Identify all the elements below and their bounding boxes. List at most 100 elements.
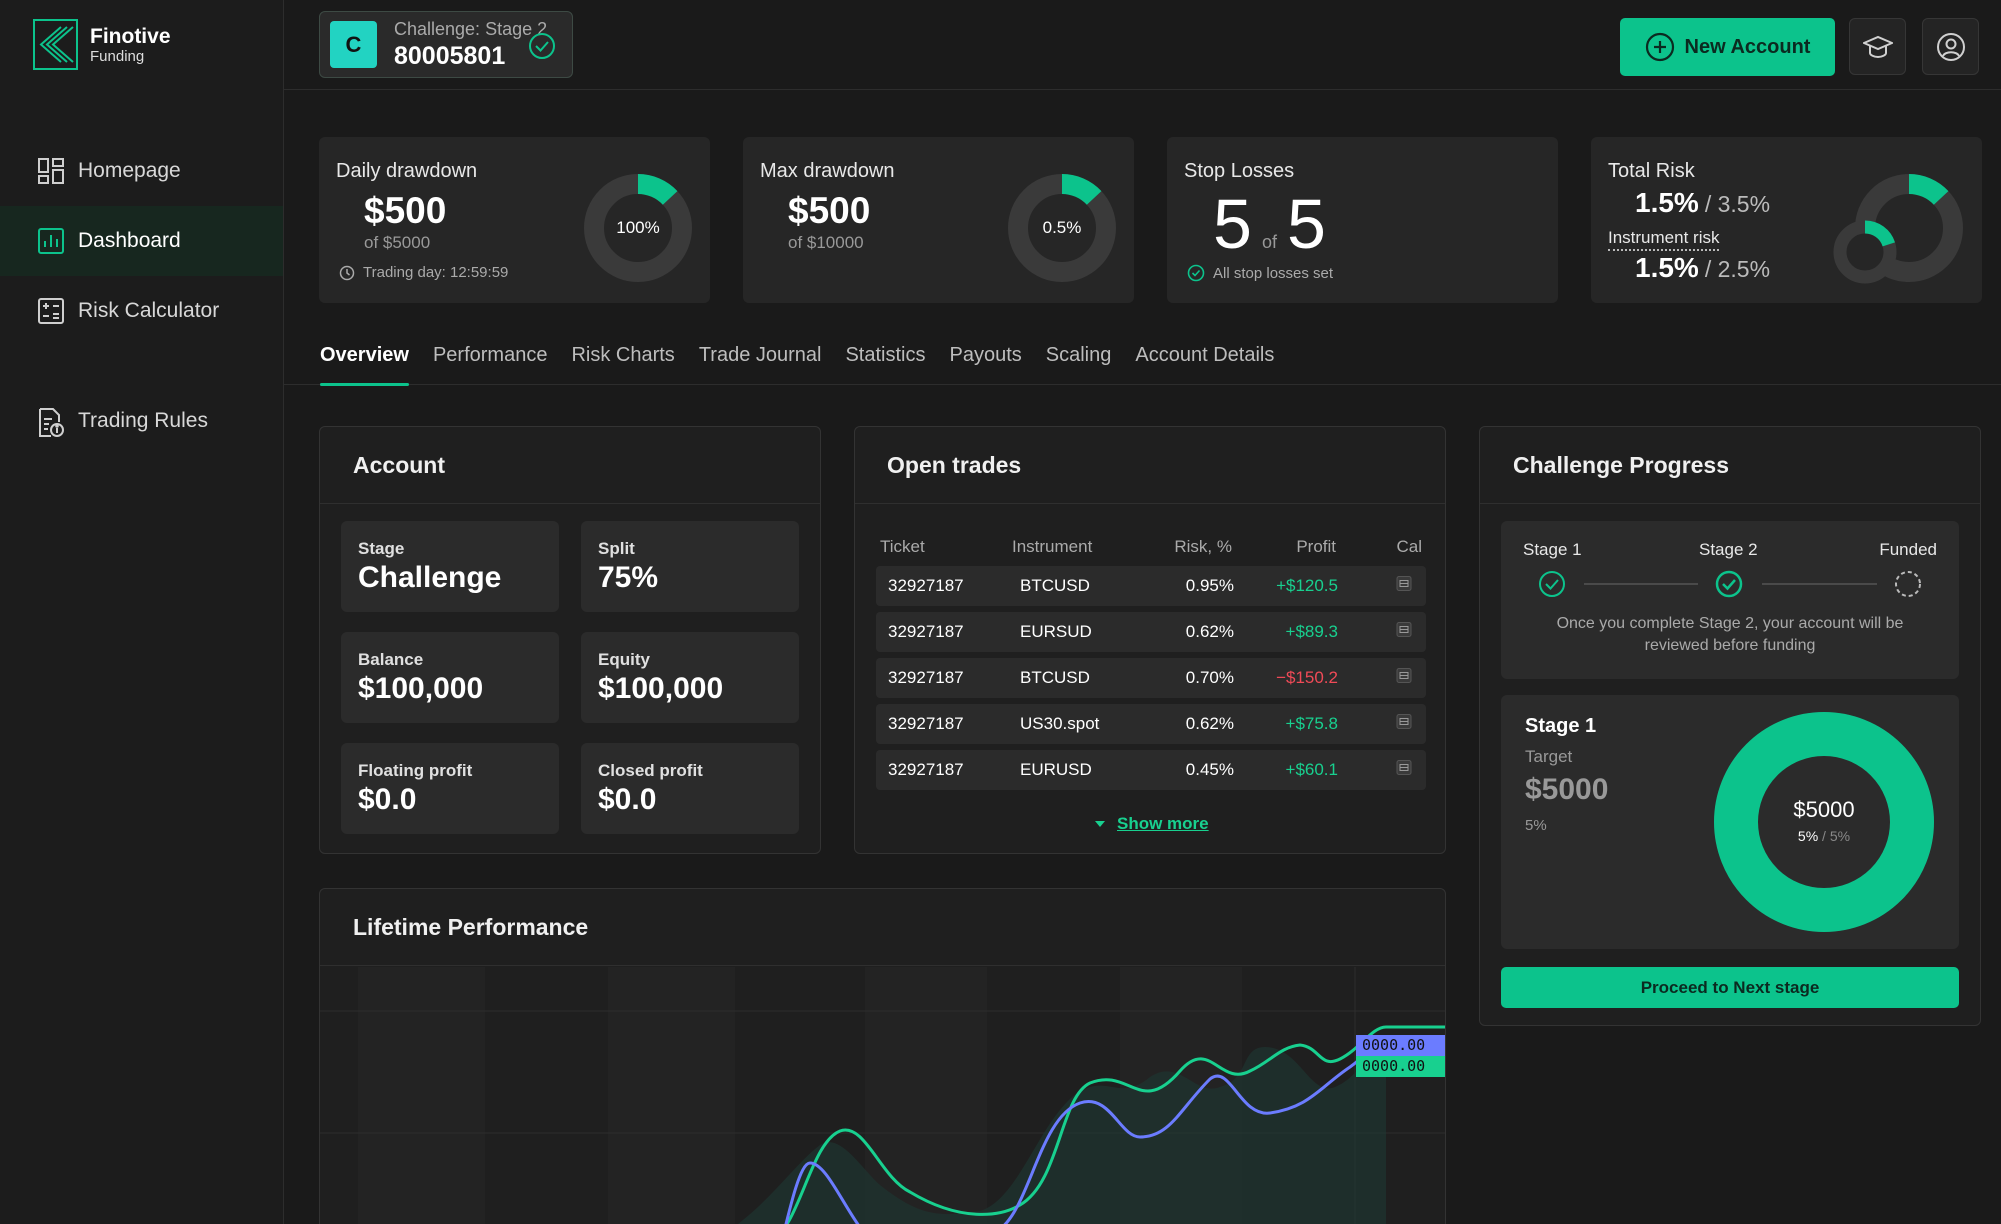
topbar: C Challenge: Stage 2 80005801 New Accoun… bbox=[284, 0, 2001, 90]
stops-total: 5 bbox=[1286, 185, 1326, 263]
equity-line bbox=[784, 1037, 1445, 1224]
sidebar-item-label: Trading Rules bbox=[78, 409, 208, 432]
gauge-current: 5% bbox=[1797, 828, 1819, 844]
instrument-risk-limit: / 2.5% bbox=[1704, 256, 1771, 282]
tile-label: Floating profit bbox=[358, 761, 473, 780]
tab-scaling[interactable]: Scaling bbox=[1045, 344, 1112, 366]
tile-value: $0.0 bbox=[358, 783, 417, 816]
proceed-next-stage-button[interactable]: Proceed to Next stage bbox=[1501, 967, 1959, 1008]
stat-sub: of $5000 bbox=[364, 233, 431, 252]
stat-title: Max drawdown bbox=[760, 160, 895, 182]
stops-status: All stop losses set bbox=[1187, 264, 1333, 282]
table-row[interactable]: 32927187 BTCUSD 0.70% −$150.2 bbox=[876, 658, 1426, 698]
table-row[interactable]: 32927187 EURSUD 0.62% +$89.3 bbox=[876, 612, 1426, 652]
brand-logo[interactable]: Finotive Funding bbox=[33, 19, 171, 70]
table-row[interactable]: 32927187 BTCUSD 0.95% +$120.5 bbox=[876, 566, 1426, 606]
trade-instrument: US30.spot bbox=[1020, 714, 1100, 733]
trade-ticket: 32927187 bbox=[888, 760, 964, 779]
target-gauge: $5000 5% / 5% bbox=[1713, 711, 1935, 933]
stage-progress-track bbox=[1539, 570, 1921, 598]
col-cal[interactable]: Cal bbox=[1396, 537, 1422, 556]
calendar-icon[interactable] bbox=[1396, 622, 1412, 643]
trade-ticket: 32927187 bbox=[888, 622, 964, 641]
instrument-risk-value: 1.5% bbox=[1635, 252, 1699, 283]
trade-risk: 0.95% bbox=[1185, 576, 1234, 595]
col-ticket[interactable]: Ticket bbox=[880, 537, 925, 556]
total-risk-gauge bbox=[1833, 174, 1963, 284]
trade-risk: 0.70% bbox=[1185, 668, 1234, 687]
trade-instrument: EURSUD bbox=[1020, 622, 1092, 641]
calendar-icon[interactable] bbox=[1396, 714, 1412, 735]
gauge-label: 100% bbox=[616, 218, 660, 237]
stage-tracker: Stage 1 Stage 2 Funded Once you complete… bbox=[1501, 521, 1959, 679]
plus-circle-icon bbox=[1645, 32, 1675, 62]
tile-label: Split bbox=[598, 539, 635, 558]
tile-value: Challenge bbox=[358, 561, 502, 594]
stage-1-check-icon bbox=[1539, 571, 1565, 597]
tab-payouts[interactable]: Payouts bbox=[949, 344, 1022, 366]
total-risk-value: 1.5% bbox=[1635, 187, 1699, 218]
show-more-label: Show more bbox=[1117, 814, 1209, 833]
tab-account-details[interactable]: Account Details bbox=[1135, 344, 1275, 366]
education-button[interactable] bbox=[1849, 18, 1906, 75]
equity-tile: Equity $100,000 bbox=[581, 632, 799, 723]
profile-button[interactable] bbox=[1922, 18, 1979, 75]
show-more-link[interactable]: Show more bbox=[1095, 814, 1209, 834]
grid-icon bbox=[38, 158, 64, 184]
tile-value: $0.0 bbox=[598, 783, 657, 816]
col-profit[interactable]: Profit bbox=[1296, 537, 1336, 556]
lifetime-chart bbox=[320, 967, 1445, 1224]
sidebar-item-risk-calculator[interactable]: Risk Calculator bbox=[0, 276, 283, 346]
balance-tile: Balance $100,000 bbox=[341, 632, 559, 723]
trade-instrument: EURUSD bbox=[1020, 760, 1092, 779]
sidebar-item-homepage[interactable]: Homepage bbox=[0, 136, 283, 206]
daily-drawdown-card: Daily drawdown $500 of $5000 Trading day… bbox=[319, 137, 710, 303]
calendar-icon[interactable] bbox=[1396, 576, 1412, 597]
tile-value: 75% bbox=[598, 561, 659, 594]
stop-losses-card: Stop Losses 5 of 5 All stop losses set bbox=[1167, 137, 1558, 303]
tab-overview[interactable]: Overview bbox=[320, 330, 409, 386]
account-panel: Account Stage Challenge Split 75% Balanc… bbox=[319, 426, 821, 854]
funded-label: Funded bbox=[1879, 540, 1937, 559]
tab-statistics[interactable]: Statistics bbox=[845, 344, 926, 366]
sidebar-item-dashboard[interactable]: Dashboard bbox=[0, 206, 283, 276]
trade-ticket: 32927187 bbox=[888, 714, 964, 733]
trade-risk: 0.62% bbox=[1185, 622, 1234, 641]
sidebar: Finotive Funding Homepage Dashboard Risk… bbox=[0, 0, 284, 1224]
target-stage: Stage 1 bbox=[1525, 715, 1597, 737]
clock-icon bbox=[339, 265, 355, 281]
stops-of: of bbox=[1261, 232, 1277, 252]
panel-title: Open trades bbox=[855, 427, 1445, 504]
table-row[interactable]: 32927187 US30.spot 0.62% +$75.8 bbox=[876, 704, 1426, 744]
account-switcher[interactable]: C Challenge: Stage 2 80005801 bbox=[319, 11, 573, 78]
tab-risk-charts[interactable]: Risk Charts bbox=[571, 344, 675, 366]
tab-trade-journal[interactable]: Trade Journal bbox=[698, 344, 822, 366]
price-tag-equity: 0000.00 bbox=[1356, 1035, 1445, 1056]
tab-performance[interactable]: Performance bbox=[432, 344, 548, 366]
funded-pending-icon bbox=[1895, 571, 1921, 597]
instrument-risk-label[interactable]: Instrument risk bbox=[1608, 228, 1720, 251]
target-value: $5000 bbox=[1525, 773, 1609, 806]
trade-ticket: 32927187 bbox=[888, 576, 964, 595]
stat-value: $500 bbox=[364, 190, 447, 231]
trade-instrument: BTCUSD bbox=[1020, 576, 1090, 595]
gauge-value: $5000 bbox=[1793, 797, 1855, 822]
account-stage: Challenge: Stage 2 bbox=[394, 18, 548, 39]
calendar-icon[interactable] bbox=[1396, 668, 1412, 689]
sidebar-item-label: Risk Calculator bbox=[78, 299, 220, 322]
col-instrument[interactable]: Instrument bbox=[1012, 537, 1093, 556]
col-risk[interactable]: Risk, % bbox=[1174, 537, 1232, 556]
trading-day: Trading day: 12:59:59 bbox=[339, 264, 508, 281]
new-account-button[interactable]: New Account bbox=[1620, 18, 1835, 76]
stops-set: 5 bbox=[1213, 185, 1252, 263]
user-circle-icon bbox=[1936, 32, 1966, 62]
calculator-icon bbox=[38, 298, 64, 324]
caret-down-icon bbox=[1095, 821, 1105, 827]
sidebar-item-trading-rules[interactable]: Trading Rules bbox=[0, 386, 283, 456]
stat-value: $500 bbox=[788, 190, 871, 231]
check-circle-icon bbox=[1187, 264, 1205, 282]
table-row[interactable]: 32927187 EURUSD 0.45% +$60.1 bbox=[876, 750, 1426, 790]
panel-title: Challenge Progress bbox=[1480, 427, 1980, 504]
sidebar-item-label: Dashboard bbox=[78, 229, 181, 252]
calendar-icon[interactable] bbox=[1396, 760, 1412, 781]
